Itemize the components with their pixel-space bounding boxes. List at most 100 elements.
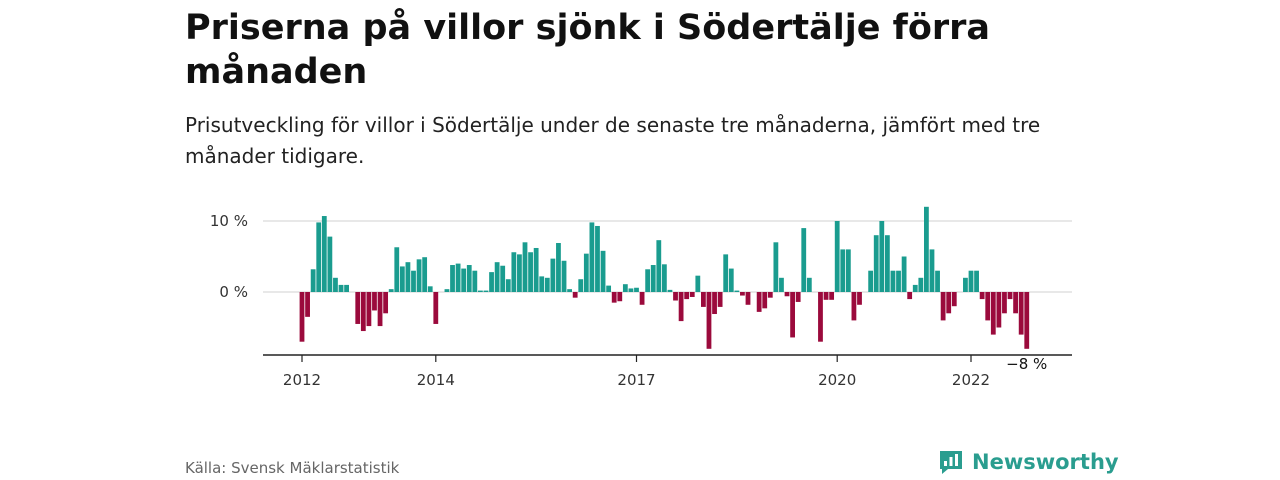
- bar: [706, 292, 712, 349]
- bar: [907, 292, 913, 300]
- last-value-label: −8 %: [1006, 355, 1047, 373]
- source-note: Källa: Svensk Mäklarstatistik: [185, 459, 400, 477]
- bar: [600, 250, 606, 292]
- bar: [918, 277, 924, 292]
- bar: [963, 277, 968, 292]
- bar: [321, 216, 327, 292]
- bar: [595, 225, 600, 292]
- x-tick-label: 2022: [952, 371, 990, 389]
- bar: [450, 265, 455, 292]
- bar: [500, 265, 506, 292]
- bar: [455, 263, 461, 292]
- y-tick-label: 0 %: [219, 283, 248, 301]
- bar: [801, 228, 807, 292]
- bar: [673, 292, 678, 301]
- axes: 0 % 10 % 2012 2014 2017 2020 2022 −8 %: [210, 212, 1072, 389]
- x-tick-label: 2020: [818, 371, 856, 389]
- brand-name: Newsworthy: [972, 450, 1119, 474]
- bar: [305, 292, 310, 317]
- bar: [701, 292, 706, 307]
- bar: [773, 242, 779, 292]
- x-tick-label: 2012: [283, 371, 321, 389]
- bar: [528, 252, 533, 292]
- bar: [756, 292, 762, 312]
- bar: [996, 292, 1002, 328]
- bar: [912, 284, 918, 292]
- bar: [394, 247, 400, 292]
- bar: [985, 292, 991, 321]
- bar: [823, 292, 829, 300]
- bar: [578, 279, 584, 292]
- bar: [427, 286, 433, 292]
- bar: [1013, 292, 1018, 314]
- bar: [617, 292, 623, 302]
- bar: [372, 292, 377, 311]
- bar: [489, 272, 494, 292]
- bar: [399, 266, 405, 292]
- bar: [762, 292, 768, 309]
- newsworthy-logo-icon: [940, 451, 962, 474]
- bar: [717, 292, 723, 307]
- bar: [684, 292, 690, 300]
- bar: [728, 268, 734, 292]
- bar: [834, 221, 840, 292]
- bar: [611, 292, 617, 303]
- bar: [567, 289, 572, 292]
- bar: [840, 249, 846, 292]
- bar: [857, 292, 862, 305]
- bar-series: [299, 206, 1030, 349]
- bar: [478, 290, 483, 292]
- bar: [405, 262, 411, 292]
- bar: [461, 268, 467, 292]
- bar: [628, 288, 634, 292]
- bar: [740, 292, 745, 296]
- bar: [901, 256, 907, 292]
- bar: [645, 269, 651, 292]
- bar: [327, 236, 333, 292]
- bar: [544, 277, 550, 292]
- bar: [366, 292, 372, 327]
- bar: [890, 270, 896, 292]
- bar: [550, 258, 556, 292]
- bar: [795, 292, 801, 302]
- x-tick-label: 2014: [417, 371, 455, 389]
- page-title: Priserna på villor sjönk i Södertälje fö…: [185, 8, 991, 92]
- bar: [1002, 292, 1007, 314]
- bar: [556, 243, 561, 292]
- bar: [522, 242, 528, 292]
- bar: [968, 270, 974, 292]
- bar: [572, 292, 578, 298]
- bar: [767, 292, 773, 298]
- bar: [829, 292, 835, 300]
- bar: [634, 287, 639, 292]
- bar: [806, 277, 812, 292]
- bar: [416, 259, 422, 292]
- bar: [779, 277, 784, 292]
- bar: [583, 253, 589, 292]
- bar: [868, 270, 874, 292]
- bar: [310, 269, 316, 292]
- bar: [845, 249, 851, 292]
- bar: [712, 292, 717, 315]
- bar: [383, 292, 389, 314]
- bar: [818, 292, 823, 342]
- bar: [851, 292, 857, 321]
- bar: [338, 284, 344, 292]
- bar: [494, 262, 500, 292]
- bar: [355, 292, 361, 324]
- bar: [924, 206, 929, 292]
- bar: [333, 277, 338, 292]
- bar: [879, 221, 885, 292]
- bar: [505, 279, 511, 292]
- bar: [723, 254, 729, 292]
- bar: [884, 235, 890, 292]
- bar: [472, 270, 478, 292]
- bar: [422, 257, 428, 292]
- bar: [695, 275, 701, 292]
- bar: [483, 290, 489, 292]
- bar: [946, 292, 952, 314]
- bar: [299, 292, 305, 342]
- brand-logo[interactable]: Newsworthy: [938, 449, 1119, 475]
- bar: [745, 292, 751, 305]
- bar: [935, 270, 940, 292]
